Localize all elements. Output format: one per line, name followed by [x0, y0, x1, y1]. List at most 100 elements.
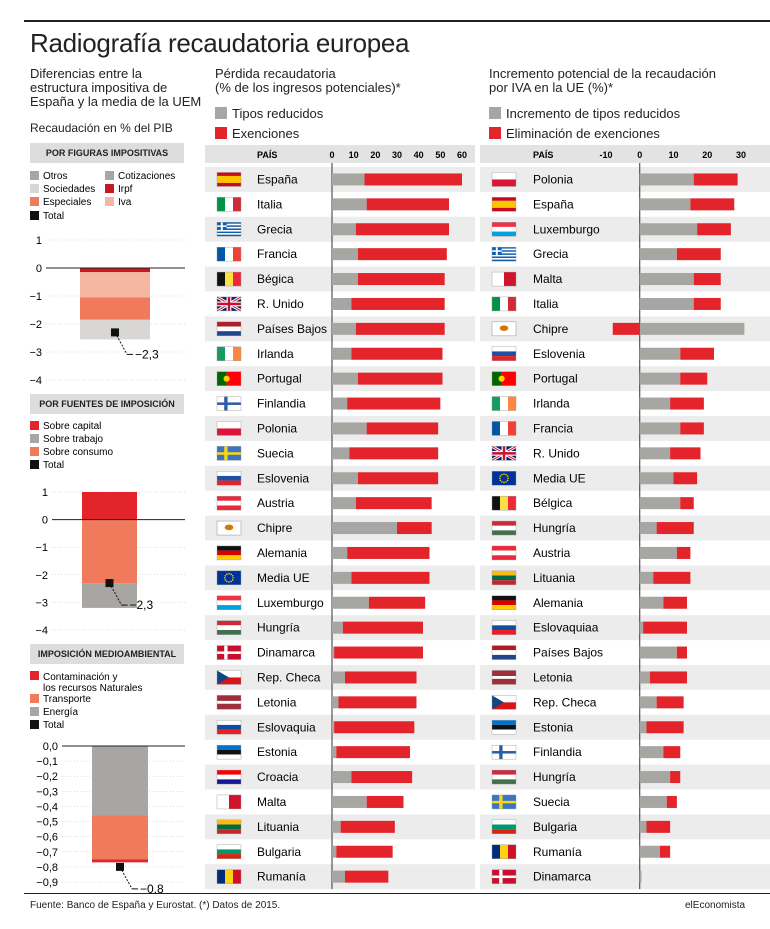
category-label: Eslovenia: [533, 347, 585, 361]
category-label: Malta: [257, 795, 287, 809]
category-label: Luxemburgo: [533, 222, 600, 236]
category-label: Bélgica: [533, 496, 573, 510]
category-label: R. Unido: [257, 297, 304, 311]
tick-label: -10: [599, 150, 612, 160]
legend-swatch: [30, 434, 39, 443]
category-label: España: [533, 197, 574, 211]
tick-label: 0: [329, 150, 334, 160]
bar-segment: [332, 198, 367, 211]
right-heading-line: por IVA en la UE (%)*: [489, 80, 614, 95]
bar-segment: [351, 771, 413, 784]
bar-segment: [666, 795, 677, 808]
total-leader: [119, 866, 133, 890]
tick-label: 30: [392, 150, 402, 160]
table-header-bg: [205, 145, 475, 163]
tick-label: −2: [35, 570, 48, 582]
bar-segment: [92, 815, 148, 860]
bar-segment: [639, 497, 681, 510]
category-label: Irlanda: [533, 397, 570, 411]
flag-icon: [491, 570, 517, 586]
bar-segment: [670, 771, 681, 784]
flag-icon: [216, 197, 242, 212]
footer-brand: elEconomista: [685, 900, 746, 911]
bar-segment: [639, 671, 650, 684]
flag-icon: [216, 520, 242, 536]
middle-heading-line: (% de los ingresos potenciales)*: [215, 80, 401, 95]
flag-icon: [491, 595, 517, 610]
bar-segment: [693, 297, 721, 310]
bar-segment: [332, 646, 335, 659]
bar-segment: [332, 621, 343, 634]
tick-label: −4: [35, 625, 48, 637]
flag-icon: [491, 869, 517, 884]
row-band: [480, 266, 770, 292]
bar-segment: [366, 198, 449, 211]
bar-segment: [332, 571, 352, 584]
category-label: Países Bajos: [533, 646, 603, 660]
panel-header: POR FUENTES DE IMPOSICIÓN: [30, 394, 184, 414]
flag-icon: [491, 744, 517, 760]
flag-icon: [216, 695, 242, 710]
category-label: Italia: [533, 297, 559, 311]
bar-segment: [332, 845, 337, 858]
flag-icon: [491, 321, 517, 337]
flag-icon: [216, 570, 242, 586]
tick-label: −1: [35, 542, 48, 554]
bar-segment: [332, 422, 367, 435]
legend-label: Total: [43, 720, 64, 731]
category-label: Austria: [257, 496, 295, 510]
legend-swatch: [30, 211, 39, 220]
bar-segment: [680, 497, 694, 510]
bottom-rule: [24, 893, 770, 894]
flag-icon: [216, 495, 242, 511]
tick-label: 1: [36, 235, 42, 247]
left-heading-line: España y la media de la UEM: [30, 94, 202, 109]
flag-icon: [216, 446, 242, 461]
row-band: [480, 665, 770, 690]
left-heading-line: estructura impositiva de: [30, 80, 168, 95]
tick-label: −0,6: [36, 832, 58, 844]
bar-segment: [332, 522, 397, 535]
category-label: Finlandia: [257, 397, 306, 411]
bar-segment: [332, 447, 350, 460]
bar-segment: [639, 397, 671, 410]
perdida-recaudatoria-chart: PAÍS 0 10 20 30 40 50 60 España Italia Grecia Franc…: [205, 145, 475, 890]
bar-segment: [639, 347, 681, 360]
tick-label: 10: [349, 150, 359, 160]
flag-icon: [216, 744, 242, 760]
bar-segment: [639, 845, 660, 858]
flag-icon: [491, 545, 517, 561]
flag-icon: [491, 495, 517, 511]
middle-heading-line: Pérdida recaudatoria: [215, 66, 336, 81]
bar-segment: [397, 522, 432, 535]
legend-swatch: [489, 107, 501, 119]
bar-segment: [92, 859, 148, 863]
flag-icon: [491, 271, 517, 287]
legend-label: Total: [43, 211, 64, 222]
bar-segment: [639, 173, 694, 186]
bar-segment: [639, 248, 677, 261]
row-band: [480, 814, 770, 840]
bar-segment: [332, 721, 335, 734]
tick-label: −4: [29, 375, 42, 387]
category-label: Países Bajos: [257, 322, 327, 336]
total-leader: [109, 582, 122, 606]
panel-header: POR FIGURAS IMPOSITIVAS: [30, 143, 184, 163]
flag-icon: [491, 471, 517, 486]
bar-segment: [332, 173, 365, 186]
flag-icon: [491, 421, 517, 436]
legend-swatch: [30, 460, 39, 469]
category-label: Dinamarca: [257, 646, 315, 660]
category-label: Dinamarca: [533, 870, 591, 884]
tick-label: 20: [702, 150, 712, 160]
bar-segment: [670, 447, 701, 460]
bar-segment: [676, 248, 721, 261]
flag-icon: [491, 246, 517, 262]
category-label: Letonia: [257, 695, 297, 709]
bar-segment: [639, 322, 745, 335]
legend-swatch: [105, 197, 114, 206]
row-band: [480, 714, 770, 740]
legend-label: Incremento de tipos reducidos: [506, 106, 681, 121]
category-label: Bégica: [257, 272, 294, 286]
legend-label: Contaminación y: [43, 672, 117, 683]
